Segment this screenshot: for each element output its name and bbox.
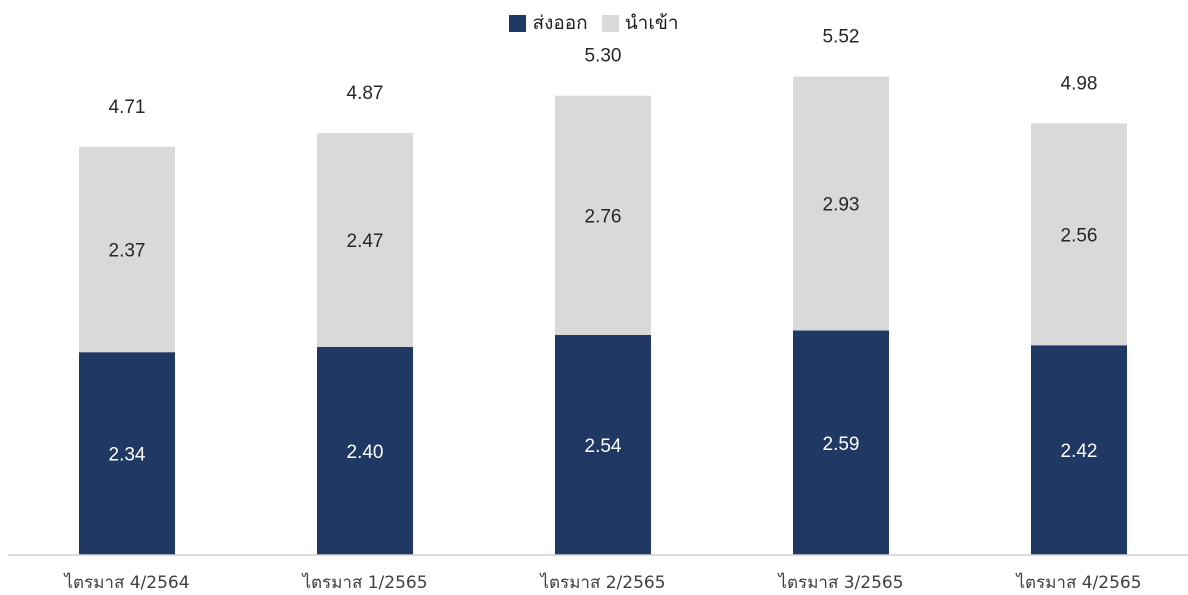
bar-import-1 xyxy=(79,146,175,353)
data-label-export-3: 2.54 xyxy=(585,436,622,457)
x-tick-label-1: ไตรมาส 4/2564 xyxy=(62,572,189,593)
x-tick-label-3: ไตรมาส 2/2565 xyxy=(538,572,665,593)
legend-item-import: นำเข้า xyxy=(601,8,679,38)
data-label-import-5: 2.56 xyxy=(1061,225,1098,246)
x-tick-label-5: ไตรมาส 4/2565 xyxy=(1014,572,1141,593)
x-tick-label-2: ไตรมาส 1/2565 xyxy=(300,572,427,593)
chart-legend: ส่งออก นำเข้า xyxy=(0,10,1188,36)
bar-export-5 xyxy=(1031,345,1127,555)
bar-import-2 xyxy=(317,132,413,347)
bar-export-2 xyxy=(317,346,413,555)
bar-export-1 xyxy=(79,352,175,555)
legend-item-export: ส่งออก xyxy=(509,8,588,38)
bar-export-3 xyxy=(555,334,651,555)
data-label-import-3: 2.76 xyxy=(585,206,622,227)
x-tick-label-4: ไตรมาส 3/2565 xyxy=(776,572,903,593)
data-label-export-2: 2.40 xyxy=(347,442,384,463)
bar-import-5 xyxy=(1031,123,1127,346)
total-label-5: 4.98 xyxy=(1061,73,1098,94)
data-label-export-5: 2.42 xyxy=(1061,441,1098,462)
legend-swatch-import xyxy=(601,14,619,32)
data-label-import-2: 2.47 xyxy=(347,231,384,252)
data-label-import-4: 2.93 xyxy=(823,195,860,216)
total-label-1: 4.71 xyxy=(109,97,146,118)
legend-swatch-export xyxy=(509,14,527,32)
bar-import-4 xyxy=(793,76,889,331)
legend-label-import: นำเข้า xyxy=(624,12,679,34)
bar-import-3 xyxy=(555,95,651,335)
total-label-2: 4.87 xyxy=(347,83,384,104)
total-label-3: 5.30 xyxy=(585,46,622,67)
legend-label-export: ส่งออก xyxy=(532,12,588,34)
data-label-import-1: 2.37 xyxy=(109,240,146,261)
bar-export-4 xyxy=(793,330,889,555)
data-label-export-1: 2.34 xyxy=(109,445,146,466)
data-label-export-4: 2.59 xyxy=(823,434,860,455)
total-label-4: 5.52 xyxy=(823,27,860,48)
